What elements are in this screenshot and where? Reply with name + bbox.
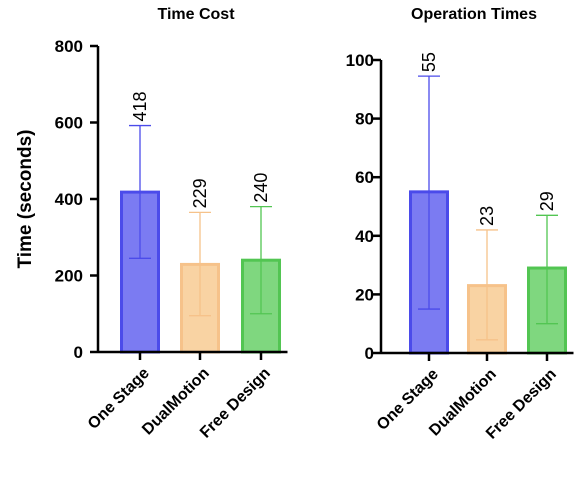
y-tick-label: 60 xyxy=(355,168,374,187)
y-tick-label: 80 xyxy=(355,110,374,129)
data-label: 240 xyxy=(251,173,271,203)
data-label: 418 xyxy=(130,92,150,122)
data-label: 55 xyxy=(419,52,439,72)
y-axis-label: Time (seconds) xyxy=(15,129,36,268)
data-label: 29 xyxy=(537,191,557,211)
y-tick-label: 100 xyxy=(346,51,374,70)
y-tick-label: 400 xyxy=(55,190,83,209)
y-tick-label: 600 xyxy=(55,114,83,133)
chart-title: Operation Times xyxy=(411,6,537,23)
chart-title: Time Cost xyxy=(157,6,235,23)
y-tick-label: 800 xyxy=(55,37,83,56)
y-tick-label: 0 xyxy=(74,343,83,362)
data-label: 229 xyxy=(190,178,210,208)
y-tick-label: 0 xyxy=(365,344,374,363)
y-tick-label: 40 xyxy=(355,227,374,246)
data-label: 23 xyxy=(477,206,497,226)
y-tick-label: 20 xyxy=(355,285,374,304)
y-tick-label: 200 xyxy=(55,267,83,286)
